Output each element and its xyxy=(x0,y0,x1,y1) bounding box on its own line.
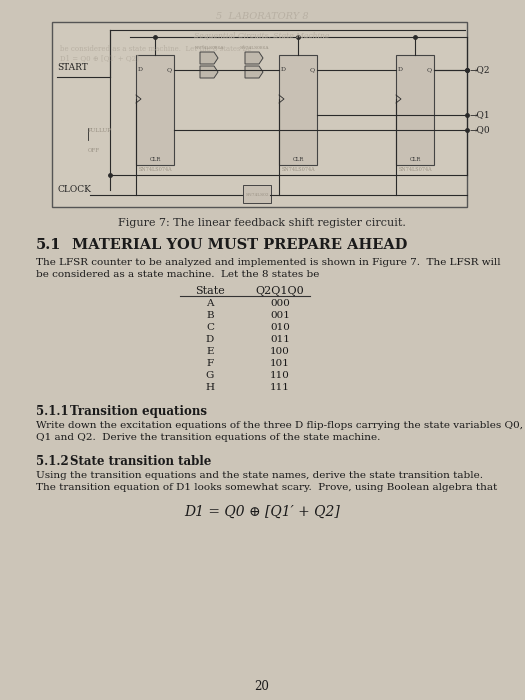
Text: MATERIAL YOU MUST PREPARE AHEAD: MATERIAL YOU MUST PREPARE AHEAD xyxy=(72,238,407,252)
Text: Q: Q xyxy=(310,67,315,72)
Text: 5.1: 5.1 xyxy=(36,238,61,252)
Text: Figure 7: The linear feedback shift register circuit.: Figure 7: The linear feedback shift regi… xyxy=(118,218,406,228)
Bar xyxy=(52,22,467,207)
Polygon shape xyxy=(245,52,263,64)
Text: 20: 20 xyxy=(255,680,269,693)
Text: SN74LS02: SN74LS02 xyxy=(245,193,269,197)
Text: Write down the excitation equations of the three D flip-flops carrying the state: Write down the excitation equations of t… xyxy=(36,421,523,430)
Bar xyxy=(136,55,174,165)
Text: CLR: CLR xyxy=(410,157,421,162)
Text: Q: Q xyxy=(167,67,172,72)
Polygon shape xyxy=(200,66,218,78)
Text: F: F xyxy=(206,359,214,368)
Text: D: D xyxy=(398,67,403,72)
Text: 100: 100 xyxy=(270,347,290,356)
Text: →Q0: →Q0 xyxy=(469,125,490,134)
Text: be considered as a state machine.  Let the 8 states be: be considered as a state machine. Let th… xyxy=(36,270,319,279)
Bar xyxy=(243,185,271,203)
Text: 010: 010 xyxy=(270,323,290,332)
Text: Q: Q xyxy=(427,67,432,72)
Text: Sequential Circuits, State Machine: Sequential Circuits, State Machine xyxy=(194,32,330,40)
Text: G: G xyxy=(206,371,214,380)
Text: 111: 111 xyxy=(270,383,290,392)
Text: 000: 000 xyxy=(270,299,290,308)
Text: Using the transition equations and the state names, derive the state transition : Using the transition equations and the s… xyxy=(36,471,483,480)
Text: State: State xyxy=(195,286,225,296)
Text: C: C xyxy=(206,323,214,332)
Text: PULLUP: PULLUP xyxy=(88,128,112,133)
Text: Transition equations: Transition equations xyxy=(70,405,207,418)
Text: D: D xyxy=(281,67,286,72)
Text: B: B xyxy=(206,311,214,320)
Text: SN74LS074A: SN74LS074A xyxy=(281,167,315,172)
Text: 101: 101 xyxy=(270,359,290,368)
Text: D: D xyxy=(138,67,143,72)
Text: D1 = Q0 ⊕ [Q1′ + Q2]: D1 = Q0 ⊕ [Q1′ + Q2] xyxy=(184,505,340,519)
Text: CLOCK: CLOCK xyxy=(57,186,91,195)
Text: SN74LS074A: SN74LS074A xyxy=(398,167,432,172)
Text: D1 = Q0 ⊕ [Q1′ + Q2]: D1 = Q0 ⊕ [Q1′ + Q2] xyxy=(60,54,139,62)
Text: 5  LABORATORY 8: 5 LABORATORY 8 xyxy=(216,12,308,21)
Text: be considered as a state machine.  Let the 8 states be: be considered as a state machine. Let th… xyxy=(60,45,251,53)
Text: →Q1: →Q1 xyxy=(469,111,490,120)
Text: SN74LS086A: SN74LS086A xyxy=(194,46,224,50)
Text: D: D xyxy=(206,335,214,344)
Text: CLR: CLR xyxy=(150,157,161,162)
Text: H: H xyxy=(205,383,215,392)
Polygon shape xyxy=(245,66,263,78)
Text: E: E xyxy=(206,347,214,356)
Text: 5.1.2: 5.1.2 xyxy=(36,455,69,468)
Text: START: START xyxy=(57,64,88,73)
Text: CLR: CLR xyxy=(292,157,303,162)
Text: SN74LS086A: SN74LS086A xyxy=(239,46,269,50)
Text: The transition equation of D1 looks somewhat scary.  Prove, using Boolean algebr: The transition equation of D1 looks some… xyxy=(36,483,497,492)
Text: SN74LS074A: SN74LS074A xyxy=(138,167,172,172)
Text: A: A xyxy=(206,299,214,308)
Bar xyxy=(279,55,317,165)
Text: Q2Q1Q0: Q2Q1Q0 xyxy=(256,286,304,296)
Text: 011: 011 xyxy=(270,335,290,344)
Text: 001: 001 xyxy=(270,311,290,320)
Bar xyxy=(396,55,434,165)
Polygon shape xyxy=(200,52,218,64)
Text: Q1 and Q2.  Derive the transition equations of the state machine.: Q1 and Q2. Derive the transition equatio… xyxy=(36,433,381,442)
Text: OFF: OFF xyxy=(88,148,100,153)
Text: 110: 110 xyxy=(270,371,290,380)
Text: State transition table: State transition table xyxy=(70,455,212,468)
Text: 5.1.1: 5.1.1 xyxy=(36,405,69,418)
Text: The LFSR counter to be analyzed and implemented is shown in Figure 7.  The LFSR : The LFSR counter to be analyzed and impl… xyxy=(36,258,501,267)
Text: →Q2: →Q2 xyxy=(469,66,489,74)
